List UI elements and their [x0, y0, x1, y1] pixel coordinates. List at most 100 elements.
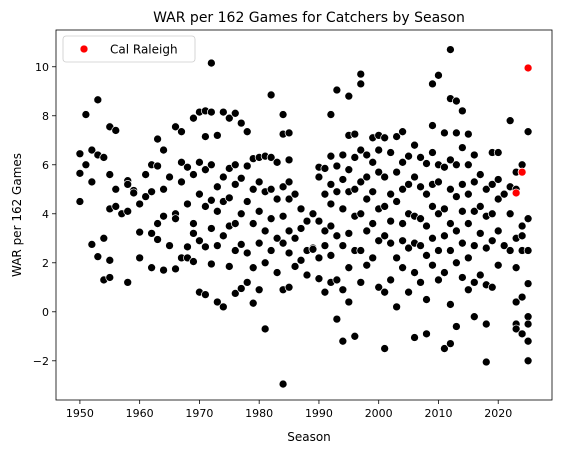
catcher-season-point: [517, 329, 527, 339]
catcher-season-point: [248, 184, 258, 194]
catcher-season-point: [440, 344, 449, 353]
catcher-season-point: [183, 242, 192, 252]
catcher-season-point: [398, 263, 407, 273]
catcher-season-point: [278, 379, 288, 389]
catcher-season-point: [159, 145, 168, 155]
catcher-season-point: [428, 202, 437, 211]
catcher-season-point: [201, 202, 210, 211]
x-tick-label: 1950: [66, 407, 94, 420]
catcher-season-point: [428, 121, 437, 130]
catcher-season-point: [463, 285, 473, 295]
catcher-season-point: [404, 287, 413, 297]
catcher-season-point: [440, 204, 449, 214]
catcher-season-point: [195, 157, 204, 167]
catcher-season-point: [499, 241, 509, 250]
catcher-season-point: [380, 231, 390, 241]
catcher-season-point: [463, 129, 473, 139]
catcher-season-point: [463, 160, 473, 170]
catcher-season-point: [284, 194, 294, 204]
catcher-season-point: [207, 160, 216, 170]
catcher-season-point: [266, 153, 276, 162]
catcher-season-point: [446, 184, 455, 194]
catcher-season-point: [135, 253, 145, 263]
catcher-season-point: [236, 284, 246, 293]
catcher-season-point: [422, 295, 431, 304]
catcher-season-point: [505, 209, 515, 219]
catcher-season-point: [380, 172, 390, 182]
catcher-season-point: [201, 290, 210, 299]
catcher-season-point: [374, 145, 384, 155]
catcher-season-point: [290, 233, 300, 243]
catcher-season-point: [463, 189, 473, 199]
catcher-season-point: [380, 133, 390, 143]
catcher-season-point: [218, 172, 228, 182]
catcher-season-point: [475, 229, 485, 238]
catcher-season-point: [111, 202, 121, 211]
catcher-season-point: [481, 243, 491, 253]
catcher-season-point: [344, 229, 354, 238]
catcher-season-point: [487, 236, 497, 246]
catcher-season-point: [356, 79, 366, 89]
x-axis-label: Season: [287, 430, 331, 444]
catcher-season-point: [338, 336, 348, 346]
catcher-season-point: [242, 197, 252, 206]
catcher-season-point: [452, 322, 461, 331]
catcher-season-point: [81, 160, 91, 170]
catcher-season-point: [362, 172, 372, 182]
catcher-season-point: [189, 113, 198, 123]
catcher-season-point: [326, 199, 336, 209]
catcher-season-point: [344, 297, 354, 307]
catcher-season-point: [469, 312, 479, 322]
catcher-season-point: [332, 231, 342, 241]
y-tick-label: 6: [42, 159, 49, 172]
catcher-season-point: [320, 189, 330, 199]
catcher-season-point: [404, 151, 413, 161]
catcher-season-point: [517, 231, 527, 241]
catcher-season-point: [356, 246, 366, 255]
catcher-season-point: [278, 110, 288, 119]
catcher-season-point: [523, 127, 533, 137]
catcher-season-point: [87, 177, 97, 187]
catcher-season-point: [296, 224, 306, 233]
catcher-season-point: [422, 251, 431, 260]
catcher-season-point: [434, 275, 443, 285]
catcher-season-point: [147, 263, 156, 273]
catcher-season-point: [248, 219, 258, 228]
catcher-season-point: [475, 270, 485, 280]
catcher-season-point: [326, 151, 336, 161]
catcher-season-point: [201, 242, 210, 252]
catcher-season-point: [147, 229, 156, 238]
catcher-season-point: [392, 167, 401, 177]
catcher-season-point: [368, 187, 378, 197]
catcher-season-point: [153, 134, 162, 144]
catcher-season-point: [362, 194, 372, 204]
catcher-season-point: [416, 241, 425, 250]
catcher-season-point: [111, 184, 121, 194]
catcher-season-point: [446, 45, 455, 54]
chart-title: WAR per 162 Games for Catchers by Season: [153, 10, 465, 26]
x-axis-ticks: 1950 1960 1970 1980 1990 2000 2010 2020: [66, 400, 512, 420]
catcher-season-point: [230, 219, 240, 228]
catcher-season-point: [93, 252, 103, 262]
catcher-season-point: [224, 193, 234, 203]
legend-label-cal-raleigh: Cal Raleigh: [110, 43, 178, 57]
catcher-season-point: [386, 189, 395, 199]
catcher-season-point: [458, 273, 467, 282]
catcher-season-point: [272, 233, 282, 243]
catcher-season-point: [218, 107, 228, 117]
catcher-season-point: [434, 70, 443, 80]
catcher-season-point: [481, 184, 491, 194]
catcher-season-point: [487, 180, 497, 189]
catcher-season-point: [398, 127, 407, 137]
catcher-season-point: [224, 113, 234, 123]
catcher-season-point: [135, 199, 145, 209]
catcher-season-point: [177, 177, 186, 187]
catcher-season-point: [254, 206, 264, 216]
catcher-season-point: [213, 206, 222, 216]
catcher-season-point: [380, 344, 390, 353]
catcher-season-point: [463, 253, 473, 263]
catcher-season-point: [338, 204, 348, 214]
catcher-season-point: [129, 188, 139, 198]
catcher-season-point: [195, 189, 204, 199]
